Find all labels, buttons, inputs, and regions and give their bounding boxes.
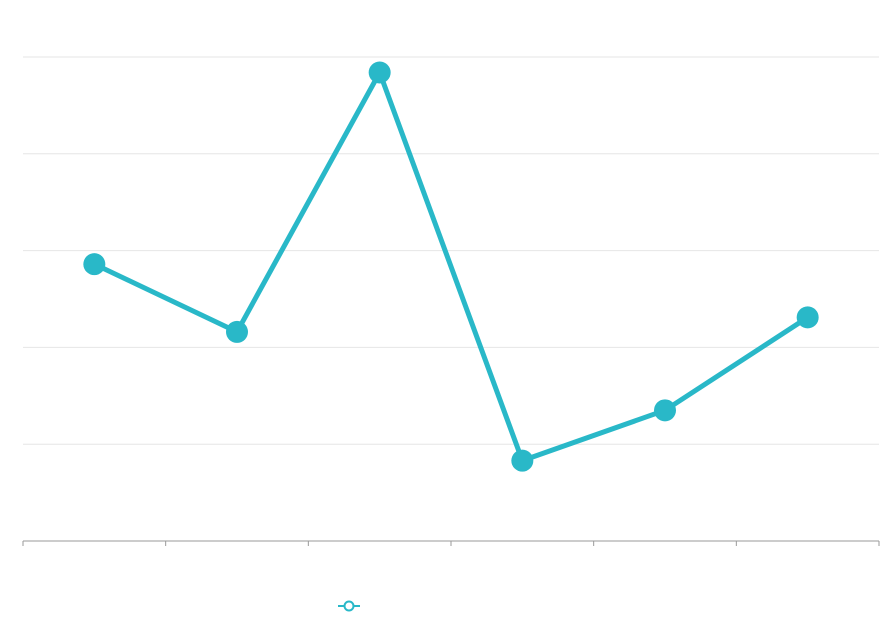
data-point[interactable] bbox=[796, 306, 819, 329]
legend[interactable] bbox=[338, 600, 360, 612]
x-axis bbox=[22, 540, 880, 546]
data-point[interactable] bbox=[654, 399, 676, 422]
series-line bbox=[91, 69, 811, 464]
legend-marker-icon bbox=[343, 600, 355, 612]
data-point[interactable] bbox=[226, 320, 248, 343]
data-point[interactable] bbox=[368, 61, 391, 84]
gridlines bbox=[23, 56, 879, 445]
series-layer bbox=[83, 61, 819, 472]
data-point[interactable] bbox=[511, 449, 534, 472]
data-point[interactable] bbox=[83, 253, 106, 276]
